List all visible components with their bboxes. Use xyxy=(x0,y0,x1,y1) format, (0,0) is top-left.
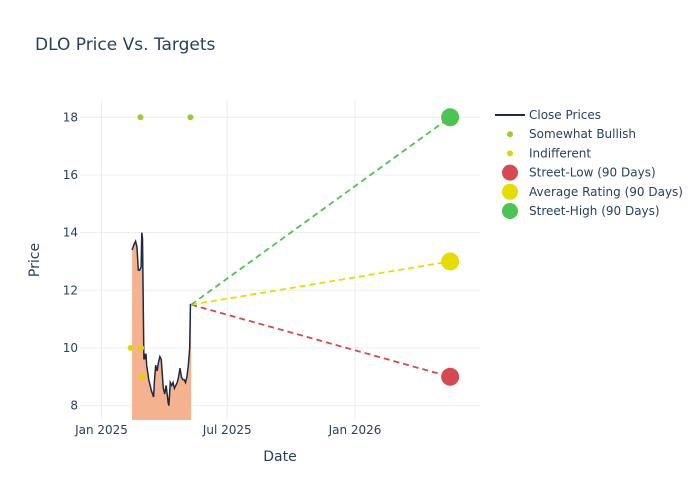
legend-swatch-marker xyxy=(502,183,518,200)
legend-swatch-marker xyxy=(507,150,513,157)
x-axis-title: Date xyxy=(263,449,296,465)
legend-swatch-marker xyxy=(502,203,518,219)
target-line xyxy=(190,303,451,378)
close-price-area xyxy=(132,232,192,420)
legend-label: Street-High (90 Days) xyxy=(529,204,660,218)
axis-ticks: 8 10 12 14 16 18 Jan 2025 Jul 2025 Jan 2026 xyxy=(63,110,382,437)
close-price-line xyxy=(131,232,192,406)
chart-title: DLO Price Vs. Targets xyxy=(35,35,216,55)
legend-swatch-marker xyxy=(507,131,513,138)
rating-marker xyxy=(139,373,146,380)
rating-marker xyxy=(138,344,145,351)
x-tick-label: Jul 2025 xyxy=(202,423,252,437)
target-marker xyxy=(441,108,460,127)
y-tick-label: 16 xyxy=(63,168,78,182)
rating-marker xyxy=(187,114,194,121)
x-tick-label: Jan 2026 xyxy=(328,423,382,437)
target-line xyxy=(190,260,451,306)
target-marker xyxy=(441,252,460,271)
target-marker xyxy=(441,367,460,386)
legend-label: Close Prices xyxy=(529,108,601,122)
y-axis-title: Price xyxy=(27,243,43,277)
y-tick-label: 12 xyxy=(63,283,78,297)
target-line xyxy=(190,116,451,306)
legend-label: Average Rating (90 Days) xyxy=(529,185,683,199)
y-tick-label: 8 xyxy=(70,399,78,413)
legend: Close Prices Somewhat Bullish Indifferent S… xyxy=(495,108,683,219)
rating-marker xyxy=(137,114,144,121)
x-tick-label: Jan 2025 xyxy=(74,423,128,437)
y-tick-label: 10 xyxy=(63,341,78,355)
rating-marker xyxy=(127,344,134,351)
y-tick-label: 14 xyxy=(63,226,78,240)
legend-label: Indifferent xyxy=(529,146,591,160)
legend-label: Street-Low (90 Days) xyxy=(529,166,656,180)
grid xyxy=(80,100,480,420)
plot-area xyxy=(127,108,460,420)
y-tick-label: 18 xyxy=(63,110,78,124)
legend-swatch-marker xyxy=(502,164,518,181)
legend-label: Somewhat Bullish xyxy=(529,127,636,141)
